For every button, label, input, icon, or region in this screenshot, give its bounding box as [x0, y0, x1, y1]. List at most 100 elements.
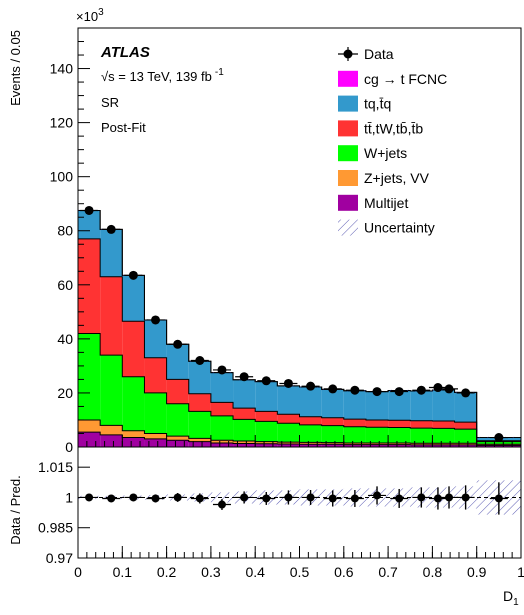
energy-label: √s = 13 TeV, 139 fb -1: [101, 67, 224, 84]
stack-bar: [188, 393, 211, 412]
x-tick-label: 0.9: [467, 564, 487, 580]
stack-bar: [100, 355, 123, 426]
data-point: [394, 387, 404, 397]
stack-bar: [78, 238, 101, 334]
stack-bar: [210, 402, 234, 416]
legend-swatch: [338, 145, 358, 162]
data-point: [261, 376, 271, 386]
stack-outline: [78, 238, 521, 442]
data-point: [239, 372, 249, 382]
legend-label: tq,t̄q: [364, 96, 391, 112]
stack-bar: [410, 391, 433, 421]
stack-bar: [454, 443, 477, 445]
stack-bar: [277, 444, 300, 447]
ratio-y-tick-label: 1: [65, 489, 73, 505]
y-tick-label: 20: [57, 385, 73, 401]
stack-bar: [365, 391, 389, 420]
stack-bar: [410, 443, 433, 445]
stack-bar: [476, 444, 521, 446]
ratio-point: [328, 494, 337, 503]
stack-bar: [122, 437, 145, 447]
main-panel: 0 20 40 60 80 100 120 140: [50, 27, 522, 455]
data-point: [433, 383, 443, 393]
legend-swatch: [338, 95, 358, 112]
stack-bar: [166, 436, 189, 441]
stack-bar: [100, 434, 123, 447]
stack-bar: [144, 319, 167, 358]
stack-bar: [122, 430, 145, 438]
stack-bar: [210, 415, 234, 441]
stack-bar: [210, 440, 234, 443]
stack-bar: [343, 442, 366, 445]
stack-bar: [343, 419, 366, 427]
stack-bar: [299, 424, 322, 443]
legend-label: W+jets: [364, 145, 407, 161]
ratio-y-tick-label: 0.97: [46, 550, 73, 566]
stack-bar: [255, 381, 278, 412]
stack-bar: [188, 438, 211, 442]
uncertainty-band: [432, 389, 455, 391]
stack-bar: [343, 444, 366, 447]
legend-uncertainty-swatch: [338, 219, 358, 236]
x-tick-label: 0.8: [423, 564, 443, 580]
stack-bar: [365, 442, 389, 445]
stack-bar: [188, 411, 211, 439]
stack-bar: [122, 376, 145, 431]
stack-bar: [299, 416, 322, 425]
stack-bar: [432, 389, 455, 422]
stack-bar: [277, 414, 300, 424]
ratio-point: [306, 493, 315, 502]
data-point: [306, 381, 316, 391]
stack-bar: [299, 386, 322, 417]
stack-bar: [388, 427, 411, 443]
ratio-point: [129, 493, 138, 502]
stack-bar: [166, 440, 189, 447]
region-label: SR: [101, 95, 119, 110]
data-point: [372, 387, 382, 397]
stack-bar: [321, 444, 344, 447]
stack-bar: [144, 357, 167, 393]
ratio-point: [173, 493, 182, 502]
data-point: [283, 378, 293, 388]
energy-exponent: -1: [215, 67, 224, 78]
stack-bar: [321, 425, 344, 443]
stack-bar: [410, 420, 433, 429]
stack-bar: [144, 392, 167, 434]
x-axis-title: D1: [503, 588, 519, 608]
x-axis-title-sub: 1: [513, 597, 519, 608]
y-tick-label: 0: [65, 439, 73, 455]
stack-bar: [188, 441, 211, 447]
ratio-y-axis-title: Data / Pred.: [8, 475, 23, 544]
stack-bar: [299, 442, 322, 445]
y-tick-label: 60: [57, 277, 73, 293]
data-point: [173, 339, 183, 349]
stack-bar: [432, 421, 455, 429]
stack-bar: [432, 443, 455, 445]
ratio-y-tick-label: 0.985: [38, 520, 73, 536]
data-point: [195, 355, 205, 365]
stack-bar: [100, 425, 123, 435]
ratio-panel: 0.97 0.985 1 1.015 0 0.1 0.2 0.3 0.4 0.5 0.6 0.7 0.8…: [38, 446, 524, 580]
x-tick-label: 1: [517, 564, 524, 580]
stack-bar: [100, 229, 123, 277]
stack-bar: [255, 411, 278, 422]
stack-bar: [454, 444, 477, 447]
stack-bar: [100, 276, 123, 356]
stack-bar: [365, 419, 389, 428]
stack-bar: [365, 444, 389, 447]
fit-label: Post-Fit: [101, 120, 146, 135]
legend-label: Z+jets, VV: [364, 170, 430, 186]
x-tick-label: 0.1: [113, 564, 133, 580]
legend-swatch: [338, 170, 358, 186]
y-tick-label: 40: [57, 331, 73, 347]
stack-bar: [277, 442, 300, 445]
data-point: [416, 385, 426, 395]
stack-bar: [122, 275, 145, 322]
stack-bar: [233, 441, 256, 444]
y-multiplier-exp: 3: [98, 7, 104, 18]
x-tick-label: 0.2: [157, 564, 177, 580]
data-point: [444, 384, 454, 394]
stack-bar: [277, 385, 300, 415]
y-tick-label: 100: [50, 169, 74, 185]
